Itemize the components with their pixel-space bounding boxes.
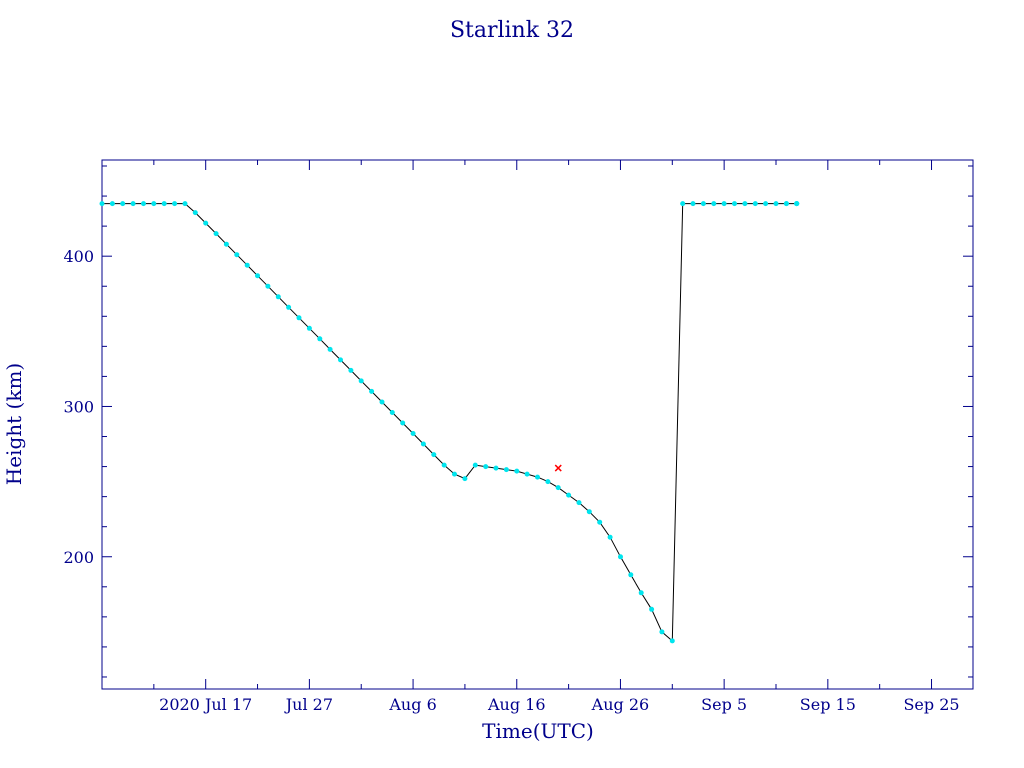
data-point bbox=[711, 201, 717, 207]
plot-frame bbox=[101, 159, 974, 690]
x-tick-label: Jul 27 bbox=[284, 695, 333, 714]
data-point bbox=[607, 534, 613, 540]
data-point bbox=[192, 210, 198, 216]
data-point bbox=[410, 431, 416, 436]
data-point bbox=[794, 201, 800, 207]
data-point bbox=[265, 283, 271, 289]
series-points-layer bbox=[99, 201, 800, 644]
data-point bbox=[649, 606, 655, 612]
data-point bbox=[348, 367, 354, 373]
data-point bbox=[161, 201, 167, 207]
data-point bbox=[431, 452, 437, 458]
data-point bbox=[690, 201, 696, 207]
data-point bbox=[732, 201, 737, 207]
y-tick-label: 300 bbox=[63, 397, 94, 416]
data-point bbox=[483, 464, 489, 470]
data-point bbox=[773, 201, 779, 207]
x-axis-label: Time(UTC) bbox=[482, 719, 594, 743]
data-point bbox=[369, 388, 375, 394]
data-point bbox=[306, 325, 312, 331]
data-point bbox=[628, 572, 634, 578]
data-point bbox=[524, 471, 530, 477]
data-point bbox=[742, 201, 748, 207]
x-tick-label: Sep 25 bbox=[903, 695, 959, 714]
x-tick-label: Aug 26 bbox=[591, 695, 650, 714]
x-tick-label: Aug 6 bbox=[388, 695, 436, 714]
data-point bbox=[721, 201, 727, 207]
data-point bbox=[151, 201, 157, 207]
data-point bbox=[244, 262, 250, 268]
series-line bbox=[102, 203, 797, 642]
data-point bbox=[120, 201, 126, 207]
data-point bbox=[275, 294, 281, 300]
data-point bbox=[752, 201, 758, 207]
data-point bbox=[462, 476, 468, 482]
data-point bbox=[109, 201, 115, 207]
data-point bbox=[618, 554, 623, 560]
data-point bbox=[555, 485, 561, 491]
data-point bbox=[586, 509, 592, 515]
data-point bbox=[234, 252, 240, 258]
data-point bbox=[286, 304, 292, 310]
data-point bbox=[182, 201, 188, 207]
data-point bbox=[576, 500, 582, 506]
data-point bbox=[223, 241, 229, 247]
data-point bbox=[493, 465, 499, 471]
data-point bbox=[296, 315, 302, 321]
axis-ticks: 200 300 400 2020 Jul 17 Jul 27 Aug 6 Aug 16 Aug… bbox=[63, 160, 973, 714]
data-point bbox=[338, 357, 343, 363]
series-line-layer bbox=[102, 203, 797, 642]
data-point bbox=[700, 201, 706, 207]
data-point bbox=[472, 462, 478, 468]
data-point bbox=[130, 201, 136, 207]
chart-title: Starlink 32 bbox=[450, 18, 574, 43]
data-point bbox=[597, 519, 603, 525]
y-tick-label: 400 bbox=[63, 247, 94, 266]
data-point bbox=[535, 474, 540, 480]
data-point bbox=[317, 336, 323, 342]
data-point bbox=[441, 462, 447, 468]
data-point bbox=[680, 201, 686, 207]
data-point bbox=[255, 273, 260, 279]
x-tick-label: Sep 15 bbox=[800, 695, 856, 714]
data-point bbox=[566, 492, 572, 498]
y-axis-label: Height (km) bbox=[2, 363, 26, 485]
data-point bbox=[659, 629, 665, 635]
x-tick-label: 2020 Jul 17 bbox=[159, 695, 252, 714]
data-point bbox=[763, 201, 769, 207]
data-point bbox=[358, 378, 364, 384]
data-point bbox=[420, 441, 426, 447]
data-point bbox=[141, 201, 146, 207]
x-tick-label: Aug 16 bbox=[487, 695, 546, 714]
data-point bbox=[669, 638, 675, 644]
data-point bbox=[203, 220, 209, 226]
y-tick-label: 200 bbox=[63, 548, 94, 567]
data-point bbox=[379, 399, 385, 405]
data-point bbox=[389, 410, 395, 415]
highlight-point bbox=[554, 464, 562, 472]
data-point bbox=[213, 231, 219, 237]
data-point bbox=[452, 471, 457, 477]
x-tick-label: Sep 5 bbox=[701, 695, 747, 714]
data-point bbox=[99, 201, 105, 207]
data-point bbox=[172, 201, 178, 207]
data-point bbox=[327, 346, 333, 352]
data-point bbox=[545, 479, 551, 485]
data-point bbox=[400, 420, 406, 426]
data-point bbox=[514, 468, 520, 474]
data-point bbox=[783, 201, 789, 207]
data-point bbox=[638, 590, 644, 596]
data-point bbox=[503, 467, 509, 473]
